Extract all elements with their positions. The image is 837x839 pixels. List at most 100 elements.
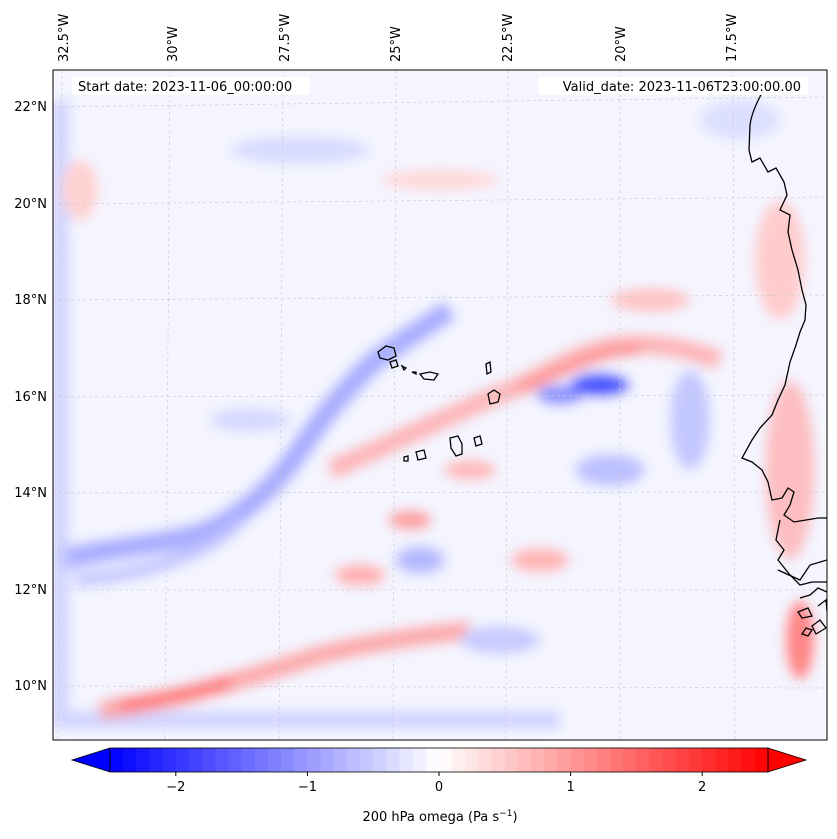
colorbar-cell bbox=[215, 748, 230, 772]
colorbar-cell bbox=[728, 748, 743, 772]
colorbar-cell bbox=[662, 748, 677, 772]
island-sao-vicente bbox=[389, 359, 399, 369]
colorbar-cell bbox=[675, 748, 690, 772]
colorbar-cell bbox=[478, 748, 493, 772]
colorbar-cell bbox=[623, 748, 637, 772]
colorbar-cell bbox=[360, 748, 374, 772]
colorbar-cell bbox=[373, 748, 387, 772]
guinea-bissau-coast bbox=[799, 587, 827, 599]
latitude-labels: 22°N 20°N 18°N 16°N 14°N 12°N 10°N bbox=[14, 100, 47, 694]
colorbar-cell bbox=[491, 748, 506, 772]
island-maio bbox=[473, 435, 483, 447]
lat-tick: 22°N bbox=[14, 100, 47, 115]
colorbar-extend-max bbox=[767, 747, 808, 773]
colorbar-cell bbox=[517, 748, 532, 772]
lon-tick: 22.5°W bbox=[501, 14, 516, 62]
island-santiago bbox=[449, 435, 463, 457]
island-boa-vista bbox=[487, 389, 501, 405]
colorbar-tick-label: 0 bbox=[435, 780, 443, 795]
valid-date-label: Valid_date: 2023-11-06T23:00:00.00 bbox=[563, 80, 801, 95]
colorbar-cell bbox=[504, 748, 519, 772]
lat-tick: 10°N bbox=[14, 679, 47, 694]
colorbar-cell bbox=[346, 748, 361, 772]
colorbar-cell bbox=[570, 748, 585, 772]
island-sal bbox=[485, 360, 492, 376]
colorbar-cell bbox=[281, 748, 295, 772]
coastlines bbox=[741, 79, 827, 637]
lon-tick: 17.5°W bbox=[725, 14, 740, 62]
lon-tick: 27.5°W bbox=[278, 14, 293, 62]
colorbar-cell bbox=[439, 748, 453, 772]
colorbar-cell bbox=[596, 748, 611, 772]
valid-date-box bbox=[538, 77, 808, 95]
start-date-box bbox=[72, 77, 310, 95]
lat-tick: 16°N bbox=[14, 390, 47, 405]
lat-tick: 20°N bbox=[14, 197, 47, 212]
colorbar-cell bbox=[741, 748, 756, 772]
colorbar: −2 −1 0 1 2 200 hPa omega (Pa s−1) bbox=[70, 747, 808, 825]
island-santo-antao bbox=[377, 345, 397, 361]
colorbar-cell bbox=[689, 748, 703, 772]
colorbar-cell bbox=[110, 748, 124, 772]
island-brava bbox=[403, 455, 409, 462]
lon-tick: 25°W bbox=[389, 26, 404, 62]
lat-tick: 14°N bbox=[14, 486, 47, 501]
colorbar-cell bbox=[425, 748, 440, 772]
graticule bbox=[53, 70, 827, 740]
island-fogo bbox=[415, 449, 427, 461]
colorbar-cell bbox=[241, 748, 256, 772]
colorbar-cell bbox=[149, 748, 164, 772]
colorbar-cell bbox=[294, 748, 308, 772]
colorbar-cell bbox=[162, 748, 177, 772]
colorbar-cell bbox=[228, 748, 243, 772]
lon-tick: 32.5°W bbox=[57, 14, 72, 62]
cape-verde-islands bbox=[377, 345, 501, 462]
colorbar-tick-label: −1 bbox=[298, 780, 317, 795]
lon-tick: 30°W bbox=[166, 26, 181, 62]
colorbar-title: 200 hPa omega (Pa s−1) bbox=[362, 809, 517, 825]
colorbar-extend-min bbox=[70, 747, 111, 773]
colorbar-cell bbox=[636, 748, 651, 772]
senegal-gambia-coast bbox=[775, 519, 827, 586]
longitude-labels: 32.5°W 30°W 27.5°W 25°W 22.5°W 20°W 17.5… bbox=[57, 14, 740, 62]
colorbar-cell bbox=[254, 748, 269, 772]
colorbar-cells bbox=[110, 748, 769, 772]
colorbar-cell bbox=[583, 748, 598, 772]
colorbar-cell bbox=[386, 748, 401, 772]
colorbar-cell bbox=[412, 748, 427, 772]
colorbar-tick-label: −2 bbox=[166, 780, 185, 795]
colorbar-cell bbox=[557, 748, 572, 772]
colorbar-cell bbox=[267, 748, 282, 772]
colorbar-cell bbox=[649, 748, 664, 772]
colorbar-cell bbox=[544, 748, 559, 772]
colorbar-cell bbox=[188, 748, 203, 772]
colorbar-cell bbox=[333, 748, 348, 772]
start-date-label: Start date: 2023-11-06_00:00:00 bbox=[78, 80, 292, 95]
lon-tick: 20°W bbox=[614, 26, 629, 62]
colorbar-cell bbox=[175, 748, 190, 772]
colorbar-cell bbox=[715, 748, 730, 772]
colorbar-cell bbox=[320, 748, 335, 772]
colorbar-cell bbox=[465, 748, 480, 772]
colorbar-cell bbox=[307, 748, 322, 772]
colorbar-tick-label: 1 bbox=[566, 780, 574, 795]
lat-tick: 18°N bbox=[14, 293, 47, 308]
island-sao-nicolau bbox=[418, 371, 440, 381]
colorbar-cell bbox=[123, 748, 137, 772]
colorbar-cell bbox=[610, 748, 624, 772]
map-panel: Start date: 2023-11-06_00:00:00 Valid_da… bbox=[53, 70, 827, 740]
colorbar-cell bbox=[452, 748, 466, 772]
colorbar-ticks: −2 −1 0 1 2 bbox=[166, 772, 706, 795]
lat-tick: 12°N bbox=[14, 583, 47, 598]
west-africa-coast bbox=[741, 79, 827, 523]
omega-field bbox=[53, 70, 827, 740]
colorbar-cell bbox=[702, 748, 716, 772]
colorbar-cell bbox=[136, 748, 151, 772]
colorbar-cell bbox=[202, 748, 216, 772]
colorbar-cell bbox=[531, 748, 545, 772]
colorbar-cell bbox=[754, 748, 769, 772]
map-frame bbox=[52, 69, 828, 741]
colorbar-cell bbox=[399, 748, 414, 772]
colorbar-tick-label: 2 bbox=[698, 780, 706, 795]
